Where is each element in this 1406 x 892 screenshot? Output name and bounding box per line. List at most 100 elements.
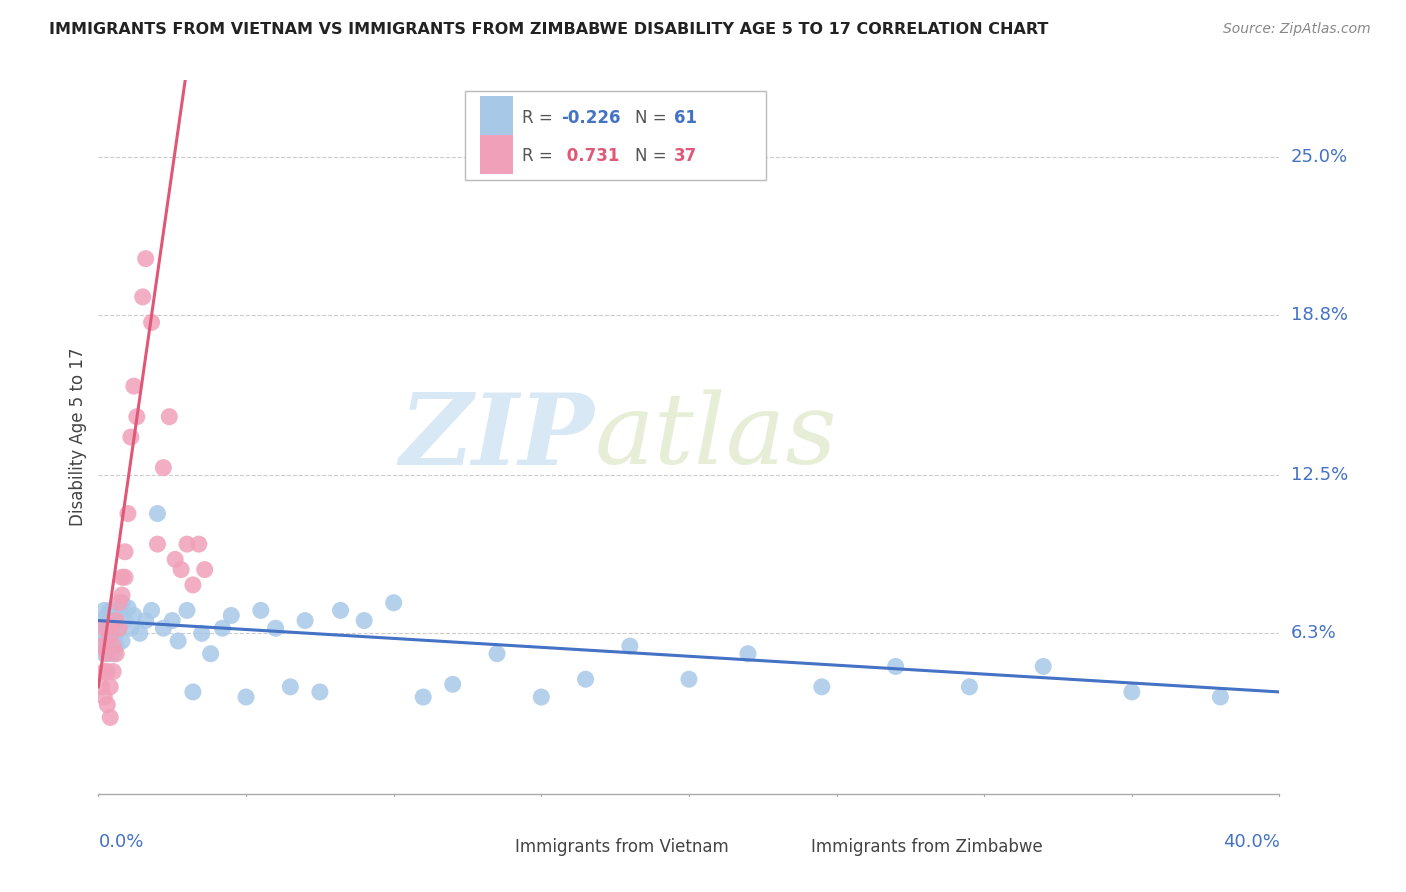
Point bbox=[108, 596, 131, 610]
FancyBboxPatch shape bbox=[465, 830, 510, 864]
FancyBboxPatch shape bbox=[761, 830, 806, 864]
Point bbox=[103, 634, 125, 648]
Point bbox=[96, 698, 118, 712]
Point bbox=[117, 600, 139, 615]
Point bbox=[250, 603, 273, 617]
Text: 0.731: 0.731 bbox=[561, 147, 620, 165]
FancyBboxPatch shape bbox=[479, 135, 513, 174]
Point bbox=[98, 603, 121, 617]
Point bbox=[737, 647, 759, 661]
Point bbox=[122, 379, 145, 393]
Point bbox=[98, 710, 121, 724]
Text: -0.226: -0.226 bbox=[561, 109, 621, 127]
Point bbox=[93, 629, 115, 643]
Point bbox=[211, 621, 233, 635]
Text: R =: R = bbox=[523, 147, 564, 165]
Point bbox=[959, 680, 981, 694]
Point bbox=[181, 685, 204, 699]
Point bbox=[96, 647, 118, 661]
Text: N =: N = bbox=[634, 147, 672, 165]
Point bbox=[264, 621, 287, 635]
Point bbox=[1032, 659, 1054, 673]
Point bbox=[235, 690, 257, 704]
Text: R =: R = bbox=[523, 109, 558, 127]
Point bbox=[114, 545, 136, 559]
Point bbox=[135, 252, 157, 266]
Text: Immigrants from Zimbabwe: Immigrants from Zimbabwe bbox=[811, 838, 1042, 856]
Point bbox=[191, 626, 214, 640]
Point bbox=[132, 290, 155, 304]
Point bbox=[93, 621, 115, 635]
Point bbox=[135, 614, 157, 628]
Point bbox=[90, 614, 112, 628]
Point bbox=[105, 608, 128, 623]
Point bbox=[120, 430, 142, 444]
Text: ZIP: ZIP bbox=[399, 389, 595, 485]
Point bbox=[96, 608, 118, 623]
Point bbox=[117, 507, 139, 521]
Text: IMMIGRANTS FROM VIETNAM VS IMMIGRANTS FROM ZIMBABWE DISABILITY AGE 5 TO 17 CORRE: IMMIGRANTS FROM VIETNAM VS IMMIGRANTS FR… bbox=[49, 22, 1049, 37]
Point bbox=[167, 634, 190, 648]
Text: 18.8%: 18.8% bbox=[1291, 306, 1347, 324]
Point bbox=[111, 596, 134, 610]
Point bbox=[486, 647, 509, 661]
Point bbox=[176, 537, 198, 551]
Point bbox=[96, 634, 118, 648]
Point bbox=[1121, 685, 1143, 699]
Point bbox=[353, 614, 375, 628]
Point bbox=[162, 614, 183, 628]
Point bbox=[412, 690, 434, 704]
Point bbox=[575, 672, 598, 686]
Point bbox=[103, 665, 125, 679]
Point bbox=[194, 563, 217, 577]
Point bbox=[152, 621, 174, 635]
Point bbox=[98, 629, 121, 643]
Point bbox=[108, 603, 131, 617]
Point bbox=[187, 537, 209, 551]
Point bbox=[125, 409, 148, 424]
Point bbox=[93, 665, 115, 679]
Point bbox=[309, 685, 332, 699]
Text: 0.0%: 0.0% bbox=[98, 833, 143, 851]
Y-axis label: Disability Age 5 to 17: Disability Age 5 to 17 bbox=[69, 348, 87, 526]
Point bbox=[810, 680, 832, 694]
Point bbox=[530, 690, 553, 704]
Text: 61: 61 bbox=[673, 109, 696, 127]
Point bbox=[141, 315, 163, 329]
Point bbox=[382, 596, 405, 610]
Point bbox=[221, 608, 243, 623]
Point bbox=[146, 507, 169, 521]
Point bbox=[170, 563, 193, 577]
Text: 37: 37 bbox=[673, 147, 697, 165]
Point bbox=[93, 647, 115, 661]
Text: Immigrants from Vietnam: Immigrants from Vietnam bbox=[516, 838, 730, 856]
Text: 6.3%: 6.3% bbox=[1291, 624, 1336, 642]
Point bbox=[181, 578, 204, 592]
Point bbox=[122, 608, 145, 623]
Point bbox=[90, 639, 112, 653]
Text: 12.5%: 12.5% bbox=[1291, 467, 1348, 484]
Point bbox=[98, 639, 121, 653]
Point bbox=[678, 672, 700, 686]
Text: 40.0%: 40.0% bbox=[1223, 833, 1279, 851]
Point bbox=[93, 690, 115, 704]
Point bbox=[103, 647, 125, 661]
Point bbox=[120, 621, 142, 635]
Point bbox=[90, 639, 112, 653]
Point bbox=[108, 621, 131, 635]
Point bbox=[98, 680, 121, 694]
Point bbox=[111, 570, 134, 584]
Point bbox=[152, 460, 174, 475]
Point bbox=[165, 552, 187, 566]
Point bbox=[90, 680, 112, 694]
Point bbox=[105, 614, 128, 628]
Point bbox=[108, 621, 131, 635]
Point bbox=[105, 647, 128, 661]
Point bbox=[619, 639, 641, 653]
Point bbox=[200, 647, 222, 661]
Point bbox=[329, 603, 352, 617]
Point bbox=[105, 639, 128, 653]
Point bbox=[114, 614, 136, 628]
Point bbox=[141, 603, 163, 617]
Point bbox=[128, 626, 150, 640]
